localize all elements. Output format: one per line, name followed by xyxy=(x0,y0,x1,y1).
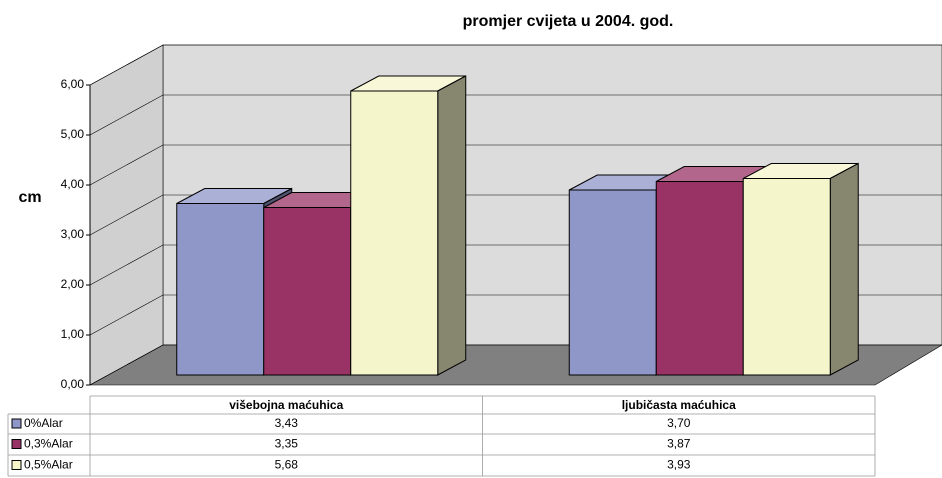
legend-label: 0,5%Alar xyxy=(24,458,73,472)
y-tick-label: 3,00 xyxy=(61,227,85,241)
grid-line xyxy=(89,44,942,86)
bar xyxy=(176,203,265,376)
chart-title: promjer cvijeta u 2004. god. xyxy=(463,13,674,30)
data-label: 3,93 xyxy=(667,458,691,472)
data-label: 3,70 xyxy=(667,416,691,430)
data-label: 3,43 xyxy=(275,416,299,430)
y-tick-label: 0,00 xyxy=(61,377,85,391)
x-tick-label: višebojna maćuhica xyxy=(229,398,343,412)
grid-line xyxy=(89,144,942,186)
data-label: 3,35 xyxy=(275,437,299,451)
data-label: 5,68 xyxy=(275,458,299,472)
legend-label: 0%Alar xyxy=(24,416,63,430)
bar-side xyxy=(829,162,859,376)
y-tick-label: 5,00 xyxy=(61,127,85,141)
y-axis-label: cm xyxy=(18,189,41,206)
x-tick-label: ljubičasta maćuhica xyxy=(622,398,736,412)
data-label: 3,87 xyxy=(667,437,691,451)
y-tick-label: 2,00 xyxy=(61,277,85,291)
legend-swatch xyxy=(11,460,22,470)
bar xyxy=(263,207,352,376)
bar-side xyxy=(437,75,467,376)
legend-swatch xyxy=(11,418,22,429)
y-tick-label: 6,00 xyxy=(61,77,85,91)
y-tick-label: 1,00 xyxy=(61,327,85,341)
y-tick-label: 4,00 xyxy=(61,177,85,191)
legend-label: 0,3%Alar xyxy=(24,437,73,451)
bar xyxy=(655,181,744,376)
bar xyxy=(742,178,831,376)
legend-swatch xyxy=(11,439,22,449)
bar xyxy=(350,90,439,376)
grid-line xyxy=(89,94,942,136)
bar xyxy=(568,189,657,376)
